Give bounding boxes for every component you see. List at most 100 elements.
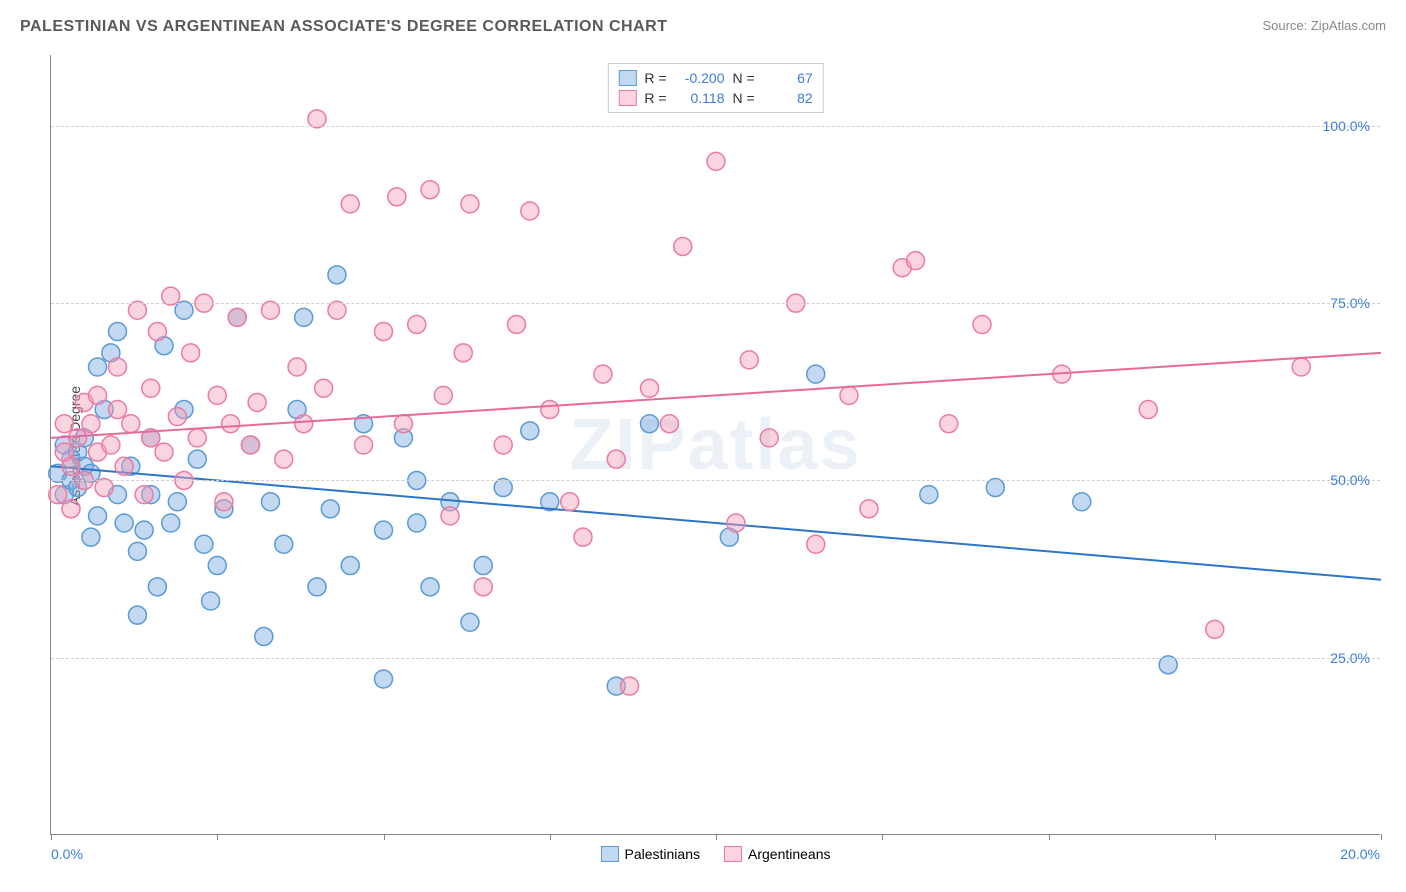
gridline-h [51, 303, 1380, 304]
scatter-point [674, 237, 692, 255]
source-label: Source: ZipAtlas.com [1262, 18, 1386, 33]
chart-title: PALESTINIAN VS ARGENTINEAN ASSOCIATE'S D… [20, 18, 667, 36]
scatter-point [155, 443, 173, 461]
scatter-point [168, 408, 186, 426]
scatter-point [188, 450, 206, 468]
scatter-point [508, 315, 526, 333]
scatter-point [49, 486, 67, 504]
scatter-point [228, 308, 246, 326]
scatter-point [109, 323, 127, 341]
scatter-point [461, 613, 479, 631]
scatter-point [607, 450, 625, 468]
scatter-point [574, 528, 592, 546]
scatter-point [148, 578, 166, 596]
x-tick [51, 834, 52, 840]
scatter-point [375, 323, 393, 341]
scatter-point [122, 415, 140, 433]
scatter-point [454, 344, 472, 362]
scatter-point [115, 457, 133, 475]
scatter-point [115, 514, 133, 532]
x-tick [217, 834, 218, 840]
scatter-point [521, 202, 539, 220]
scatter-point [920, 486, 938, 504]
scatter-point [69, 429, 87, 447]
scatter-point [142, 379, 160, 397]
scatter-point [341, 195, 359, 213]
scatter-point [940, 415, 958, 433]
legend-item-palestinians: Palestinians [600, 846, 700, 862]
scatter-point [275, 535, 293, 553]
x-tick [384, 834, 385, 840]
scatter-point [1139, 401, 1157, 419]
scatter-point [135, 521, 153, 539]
scatter-point [109, 358, 127, 376]
scatter-point [840, 386, 858, 404]
scatter-point [1073, 493, 1091, 511]
scatter-point [561, 493, 579, 511]
scatter-point [707, 152, 725, 170]
scatter-point [308, 578, 326, 596]
scatter-point [208, 557, 226, 575]
scatter-point [421, 181, 439, 199]
scatter-point [128, 542, 146, 560]
scatter-point [408, 514, 426, 532]
swatch-pink-2 [724, 846, 742, 862]
legend-label-blue: Palestinians [624, 846, 700, 862]
scatter-point [907, 252, 925, 270]
scatter-point [208, 386, 226, 404]
gridline-h [51, 658, 1380, 659]
scatter-point [408, 315, 426, 333]
scatter-point [641, 415, 659, 433]
scatter-point [55, 415, 73, 433]
scatter-point [375, 521, 393, 539]
scatter-point [973, 315, 991, 333]
x-label-max: 20.0% [1340, 846, 1380, 862]
swatch-blue-2 [600, 846, 618, 862]
legend-series: Palestinians Argentineans [600, 846, 830, 862]
legend-item-argentineans: Argentineans [724, 846, 831, 862]
scatter-point [660, 415, 678, 433]
scatter-point [474, 578, 492, 596]
scatter-point [760, 429, 778, 447]
scatter-point [860, 500, 878, 518]
scatter-point [128, 606, 146, 624]
scatter-point [441, 507, 459, 525]
chart-container: PALESTINIAN VS ARGENTINEAN ASSOCIATE'S D… [0, 0, 1406, 892]
scatter-point [195, 535, 213, 553]
x-tick [1381, 834, 1382, 840]
scatter-point [255, 627, 273, 645]
scatter-point [135, 486, 153, 504]
scatter-point [594, 365, 612, 383]
scatter-point [355, 436, 373, 454]
scatter-point [328, 266, 346, 284]
scatter-point [434, 386, 452, 404]
scatter-point [62, 500, 80, 518]
scatter-point [341, 557, 359, 575]
plot-area: ZIPatlas R = -0.200 N = 67 R = 0.118 N =… [50, 55, 1380, 835]
scatter-point [162, 514, 180, 532]
scatter-point [222, 415, 240, 433]
x-tick [1049, 834, 1050, 840]
scatter-point [315, 379, 333, 397]
scatter-point [394, 415, 412, 433]
scatter-point [474, 557, 492, 575]
y-tick-label: 75.0% [1330, 295, 1370, 311]
scatter-point [295, 308, 313, 326]
scatter-point [494, 436, 512, 454]
scatter-point [621, 677, 639, 695]
scatter-point [82, 415, 100, 433]
y-tick-label: 100.0% [1323, 118, 1370, 134]
scatter-point [288, 358, 306, 376]
scatter-point [188, 429, 206, 447]
scatter-point [109, 401, 127, 419]
gridline-h [51, 126, 1380, 127]
scatter-point [388, 188, 406, 206]
plot-svg [51, 55, 1380, 834]
scatter-point [461, 195, 479, 213]
y-tick-label: 50.0% [1330, 472, 1370, 488]
regression-line [51, 466, 1381, 579]
scatter-point [375, 670, 393, 688]
scatter-point [1206, 620, 1224, 638]
scatter-point [1292, 358, 1310, 376]
x-tick [550, 834, 551, 840]
